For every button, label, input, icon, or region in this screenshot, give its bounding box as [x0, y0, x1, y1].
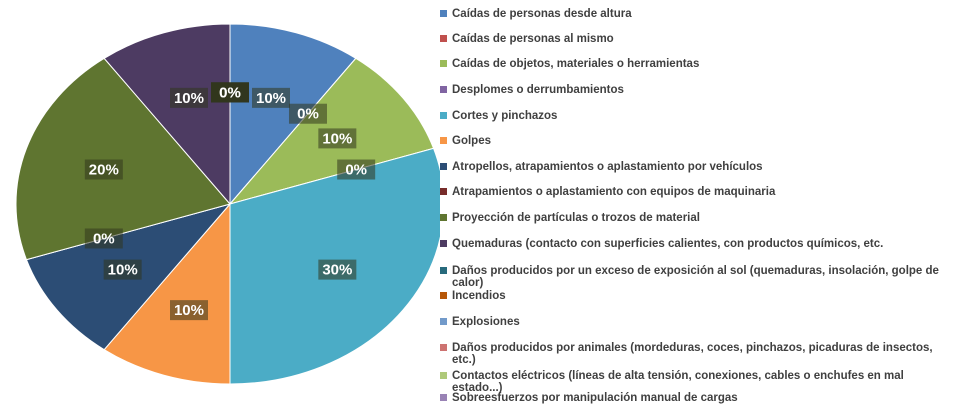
legend-entry: Golpes [440, 135, 952, 147]
chart: 10%0%10%0%30%10%10%0%20%10%0%0%0%0%0%0% [15, 23, 440, 385]
legend-label: Explosiones [452, 316, 520, 328]
legend-entry: Atropellos, atrapamientos o aplastamient… [440, 161, 952, 173]
legend-entry: Atrapamientos o aplastamiento con equipo… [440, 186, 952, 198]
pie-slice [15, 57, 231, 261]
data-label: 10% [103, 259, 142, 280]
data-label-box [84, 228, 123, 249]
data-label-text: 10% [322, 130, 352, 147]
legend-swatch [440, 163, 447, 170]
legend-entry: Caídas de objetos, materiales o herramie… [440, 58, 952, 70]
pie-slice [103, 202, 231, 385]
legend-label: Proyección de partículas o trozos de mat… [452, 212, 700, 224]
data-label-text: 0% [93, 230, 115, 247]
legend-swatch [440, 318, 447, 325]
legend-label: Caídas de personas al mismo [452, 33, 614, 45]
legend-swatch [440, 394, 447, 401]
legend-label: Contactos eléctricos (líneas de alta ten… [452, 370, 904, 394]
legend-swatch [440, 188, 447, 195]
legend-entry: Cortes y pinchazos [440, 110, 952, 122]
data-label: 10% [169, 300, 208, 321]
data-label: 10% [169, 87, 208, 108]
legend-swatch [440, 35, 447, 42]
data-label-box [211, 82, 249, 103]
data-label-text: 10% [256, 90, 286, 107]
data-label: 0% [84, 228, 123, 249]
legend-entry: Daños producidos por un exceso de exposi… [440, 265, 952, 289]
data-label-text: 10% [174, 302, 204, 319]
data-label-text: 0% [345, 161, 367, 178]
data-label-text: 10% [174, 90, 204, 107]
pie-slice [103, 23, 231, 206]
legend-entry: Proyección de partículas o trozos de mat… [440, 212, 952, 224]
legend-swatch [440, 372, 447, 379]
data-label-box [337, 159, 376, 180]
legend-swatch [440, 292, 447, 299]
legend-label: Desplomes o derrumbamientos [452, 84, 624, 96]
data-label-box [84, 159, 123, 180]
legend-swatch [440, 86, 447, 93]
data-label-text: 0% [219, 84, 241, 101]
legend-label: Quemaduras (contacto con superficies cal… [452, 238, 884, 250]
legend-swatch [440, 267, 447, 274]
data-label-box [169, 87, 208, 108]
data-label: 0% [337, 159, 376, 180]
legend-label: Daños producidos por un exceso de exposi… [452, 265, 939, 289]
legend-label: Caídas de objetos, materiales o herramie… [452, 58, 700, 70]
data-label-box [169, 300, 208, 321]
legend-entry: Sobreesfuerzos por manipulación manual d… [440, 392, 952, 404]
legend-entry: Desplomes o derrumbamientos [440, 84, 952, 96]
legend-label: Golpes [452, 135, 491, 147]
legend-swatch [440, 60, 447, 67]
legend-swatch [440, 344, 447, 351]
legend-entry: Explosiones [440, 316, 952, 328]
data-label-box [103, 259, 142, 280]
data-label-text: 30% [322, 262, 352, 279]
legend-label: Incendios [452, 290, 506, 302]
legend-label: Atropellos, atrapamientos o aplastamient… [452, 161, 763, 173]
legend-label: Atrapamientos o aplastamiento con equipo… [452, 186, 776, 198]
legend-entry: Daños producidos por animales (mordedura… [440, 342, 952, 366]
data-label: 0% [288, 103, 327, 124]
data-label-box [252, 87, 291, 108]
data-label: 0% [211, 82, 249, 103]
data-label-text: 0% [297, 106, 319, 123]
legend-label: Sobreesfuerzos por manipulación manual d… [452, 392, 738, 404]
legend-swatch [440, 112, 447, 119]
legend-swatch [440, 137, 447, 144]
data-label-box [318, 259, 357, 280]
legend-swatch [440, 240, 447, 247]
legend-swatch [440, 214, 447, 221]
data-label: 10% [318, 128, 357, 149]
data-label: 20% [84, 159, 123, 180]
data-label: 10% [252, 87, 291, 108]
data-label: 30% [318, 259, 357, 280]
legend-label: Cortes y pinchazos [452, 110, 558, 122]
data-label-text: 20% [89, 161, 119, 178]
legend-entry: Contactos eléctricos (líneas de alta ten… [440, 370, 952, 394]
legend-entry: Caídas de personas al mismo [440, 33, 952, 45]
legend-label: Caídas de personas desde altura [452, 8, 632, 20]
legend-entry: Quemaduras (contacto con superficies cal… [440, 238, 952, 250]
data-label-box [288, 103, 327, 124]
legend-entry: Caídas de personas desde altura [440, 8, 952, 20]
data-label-text: 10% [108, 262, 138, 279]
legend-label: Daños producidos por animales (mordedura… [452, 342, 933, 366]
data-label-box [318, 128, 357, 149]
legend-entry: Incendios [440, 290, 952, 302]
legend-swatch [440, 10, 447, 17]
